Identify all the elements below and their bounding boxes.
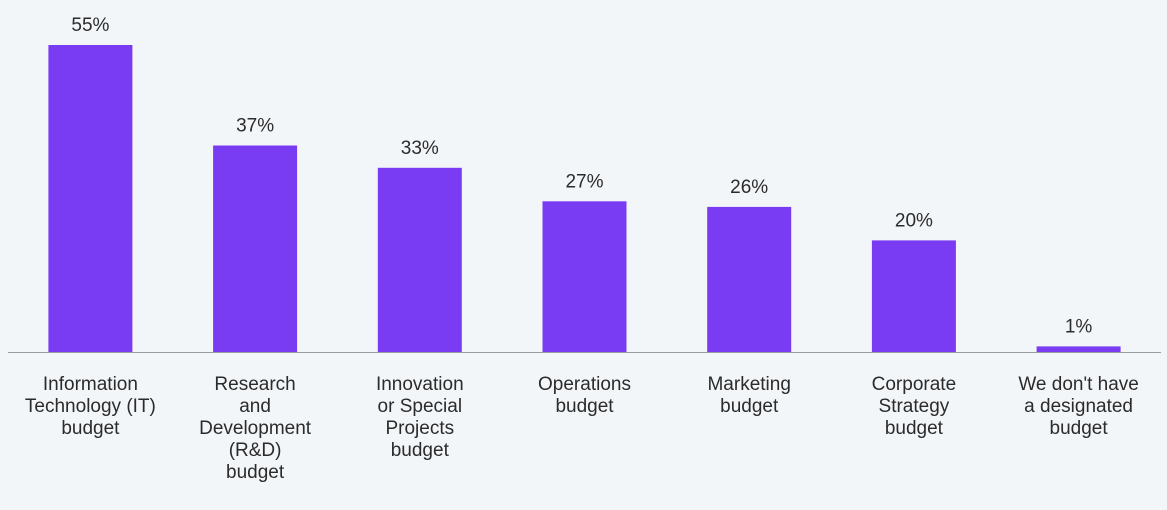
category-label-line: a designated (1024, 396, 1133, 417)
category-label-line: budget (720, 396, 779, 417)
category-label-line: Innovation (376, 374, 464, 395)
bar-6 (871, 240, 956, 352)
category-label-2: Research and Development (R&D) budget (199, 374, 312, 483)
category-label-line: and (239, 396, 271, 417)
value-label-6: 20% (895, 210, 933, 231)
value-labels: 55% 37% 33% 27% 26% 20% 1% (71, 15, 1092, 337)
bar-3 (377, 167, 462, 352)
value-label-7: 1% (1065, 316, 1093, 337)
category-label-6: Corporate Strategy budget (872, 374, 957, 439)
bar-7 (1036, 346, 1121, 352)
category-label-line: Corporate (872, 374, 957, 395)
category-label-7: We don't have a designated budget (1018, 374, 1139, 439)
category-label-line: budget (226, 462, 285, 483)
category-label-line: Projects (385, 418, 454, 439)
category-label-line: budget (61, 418, 120, 439)
category-label-line: (R&D) (229, 440, 282, 461)
category-label-line: Information (43, 374, 138, 395)
category-label-line: budget (1050, 418, 1109, 439)
bar-1 (48, 45, 133, 352)
category-labels: Information Technology (IT) budgetResearch… (25, 374, 1139, 483)
category-label-line: Strategy (879, 396, 950, 417)
category-label-line: Development (199, 418, 312, 439)
category-label-line: We don't have (1018, 374, 1139, 395)
bar-5 (707, 206, 792, 352)
value-label-1: 55% (71, 15, 109, 36)
category-label-4: Operations budget (538, 374, 631, 417)
category-label-1: Information Technology (IT) budget (25, 374, 156, 439)
category-label-line: budget (391, 440, 450, 461)
category-label-line: budget (885, 418, 944, 439)
value-label-2: 37% (236, 116, 274, 137)
category-label-line: Operations (538, 374, 631, 395)
category-label-line: Research (214, 374, 295, 395)
bar-4 (542, 201, 627, 352)
bar-2 (213, 145, 298, 352)
value-label-3: 33% (401, 138, 439, 159)
value-label-4: 27% (565, 171, 603, 192)
category-label-line: or Special (378, 396, 463, 417)
category-label-5: Marketing budget (707, 374, 790, 417)
value-label-5: 26% (730, 177, 768, 198)
category-label-line: Technology (IT) (25, 396, 156, 417)
category-label-line: Marketing (707, 374, 790, 395)
bars (48, 45, 1121, 352)
category-label-line: budget (555, 396, 614, 417)
category-label-3: Innovation or Special Projects budget (376, 374, 464, 461)
